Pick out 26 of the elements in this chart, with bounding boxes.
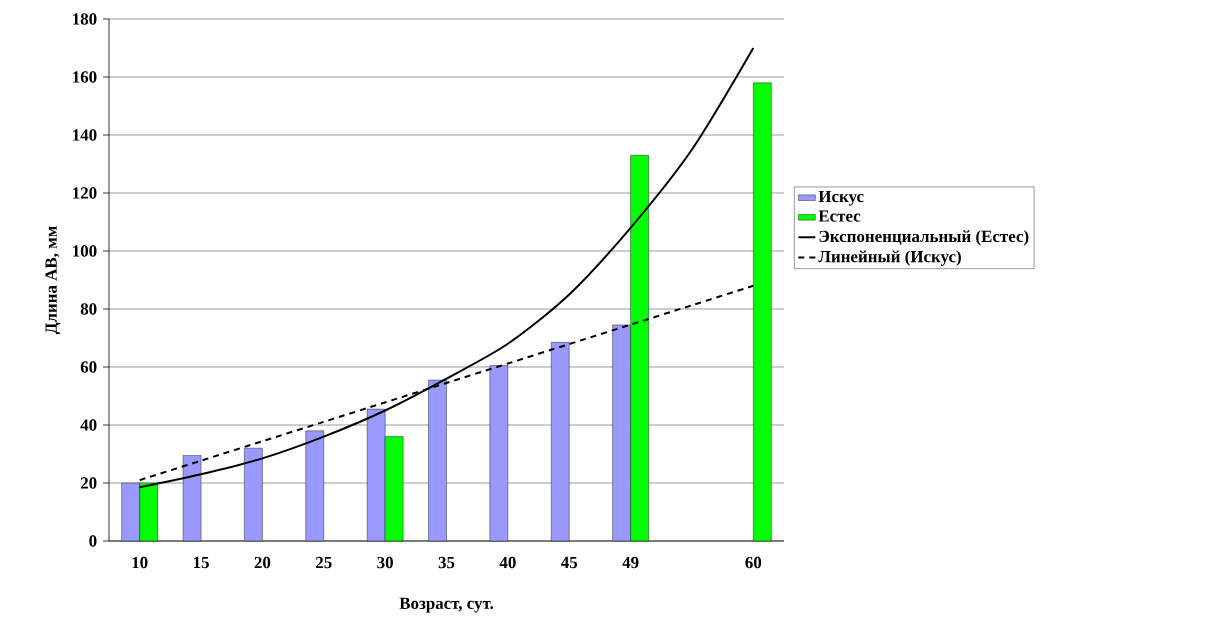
x-tick-label: 49 bbox=[622, 556, 639, 569]
legend-label: Естес bbox=[818, 210, 861, 222]
y-tick-label: 120 bbox=[73, 187, 97, 199]
x-tick-label: 40 bbox=[499, 556, 516, 569]
y-tick-label: 100 bbox=[73, 245, 97, 257]
x-axis-title: Возраст, сут. bbox=[399, 597, 494, 613]
y-tick-label: 20 bbox=[80, 477, 97, 489]
y-tick-label: 180 bbox=[73, 13, 97, 25]
y-tick-label: 160 bbox=[73, 71, 97, 83]
x-tick-label: 60 bbox=[745, 556, 762, 569]
legend-label: Искус bbox=[818, 190, 864, 206]
legend-label: Экспоненциальный (Естес) bbox=[819, 230, 1029, 246]
x-tick-label: 10 bbox=[132, 556, 148, 569]
x-tick-label: 25 bbox=[316, 556, 332, 569]
x-tick-label: 30 bbox=[377, 556, 393, 569]
y-tick-label: 60 bbox=[80, 361, 97, 373]
y-tick-label: 40 bbox=[80, 419, 97, 431]
x-tick-label: 45 bbox=[561, 556, 578, 569]
x-tick-label: 35 bbox=[438, 556, 455, 569]
legend-label: Линейный (Искус) bbox=[818, 250, 961, 266]
x-tick-label: 15 bbox=[193, 556, 209, 569]
y-tick-label: 80 bbox=[80, 303, 97, 315]
y-tick-label: 0 bbox=[89, 535, 97, 547]
y-tick-label: 140 bbox=[73, 129, 97, 141]
y-axis-title: Длина АВ, мм bbox=[45, 226, 61, 335]
x-tick-label: 20 bbox=[254, 556, 271, 569]
